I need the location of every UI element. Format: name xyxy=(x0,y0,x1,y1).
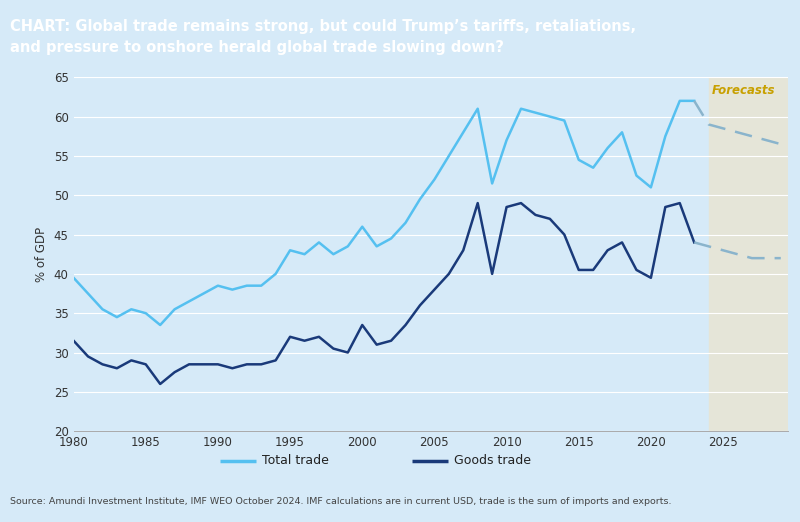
Bar xyxy=(709,77,788,431)
Text: Source: Amundi Investment Institute, IMF WEO October 2024. IMF calculations are : Source: Amundi Investment Institute, IMF… xyxy=(10,497,671,506)
Text: Goods trade: Goods trade xyxy=(454,454,531,467)
Text: Total trade: Total trade xyxy=(262,454,330,467)
Y-axis label: % of GDP: % of GDP xyxy=(35,227,48,282)
Text: CHART: Global trade remains strong, but could Trump’s tariffs, retaliations,
and: CHART: Global trade remains strong, but … xyxy=(10,19,636,55)
Text: Forecasts: Forecasts xyxy=(711,84,775,97)
